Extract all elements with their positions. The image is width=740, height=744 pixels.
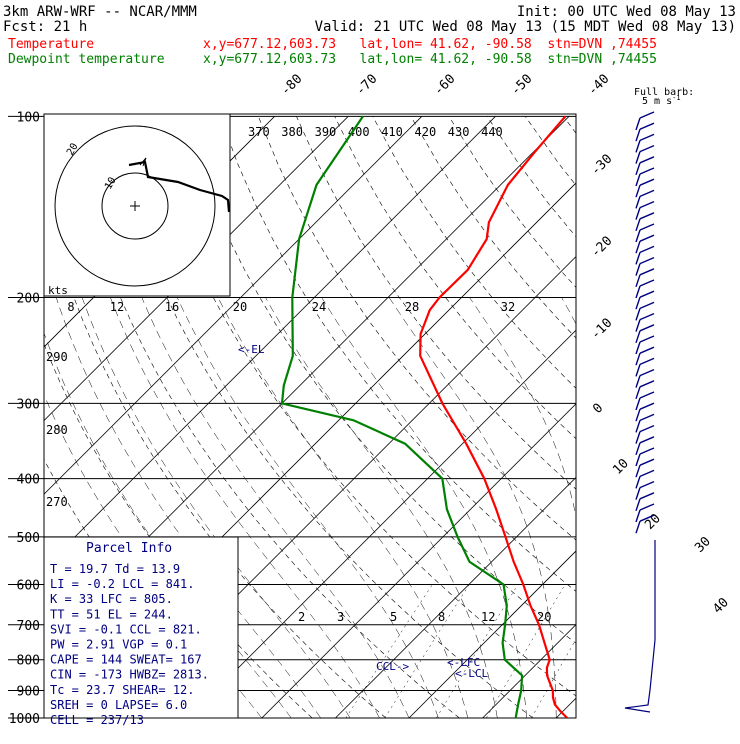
valid-time: Valid: 21 UTC Wed 08 May 13 (15 MDT Wed … xyxy=(315,19,736,35)
parcel-info-row: Tc = 23.7 SHEAR= 12. xyxy=(50,683,195,697)
pressure-tick-label: 100 xyxy=(17,110,40,125)
parcel-info-row: K = 33 LFC = 805. xyxy=(50,592,173,606)
pressure-tick-label: 700 xyxy=(17,619,40,634)
ccl-marker: CCL-> xyxy=(376,660,409,673)
theta-tick-label: 430 xyxy=(448,125,470,139)
pressure-tick-label: 300 xyxy=(17,397,40,412)
hodograph-box xyxy=(44,114,230,296)
pressure-tick-label: 200 xyxy=(17,291,40,306)
mixing-ratio-label: 3 xyxy=(337,610,344,624)
parcel-info-rows: T = 19.7 Td = 13.9LI = -0.2 LCL = 841.K … xyxy=(50,562,209,727)
legend-dewpoint-location: x,y=677.12,603.73 lat,lon= 41.62, -90.58… xyxy=(203,52,657,67)
theta-tick-label: 380 xyxy=(281,125,303,139)
pressure-tick-label: 500 xyxy=(17,531,40,546)
theta-tick-label: 370 xyxy=(248,125,270,139)
model-title: 3km ARW-WRF -- NCAR/MMM xyxy=(3,4,197,20)
speed-scale-label: 16 xyxy=(165,300,179,314)
theta-tick-label: 420 xyxy=(415,125,437,139)
mixing-ratio-label: 8 xyxy=(438,610,445,624)
speed-scale-label: 20 xyxy=(233,300,247,314)
lcl-marker: <-LCL xyxy=(455,667,488,680)
parcel-info-row: CAPE = 144 SWEAT= 167 xyxy=(50,653,202,667)
pressure-tick-label: 600 xyxy=(17,579,40,594)
parcel-info-row: TT = 51 EL = 244. xyxy=(50,607,173,621)
parcel-info-row: SVI = -0.1 CCL = 821. xyxy=(50,622,202,636)
hodograph-unit: kts xyxy=(48,284,68,297)
theta-tick-label: 440 xyxy=(481,125,503,139)
pressure-tick-label: 900 xyxy=(17,684,40,699)
legend-dewpoint: Dewpoint temperature xyxy=(8,52,165,67)
speed-scale-label: 12 xyxy=(110,300,124,314)
parcel-info-row: SREH = 0 LAPSE= 6.0 xyxy=(50,698,187,712)
speed-scale-label: 28 xyxy=(405,300,419,314)
speed-scale-label: 32 xyxy=(501,300,515,314)
mixing-ratio-label: 12 xyxy=(481,610,495,624)
legend-temperature-location: x,y=677.12,603.73 lat,lon= 41.62, -90.58… xyxy=(203,37,657,52)
thetae-label: 290 xyxy=(46,350,68,364)
thetae-label: 270 xyxy=(46,495,68,509)
parcel-info-row: PW = 2.91 VGP = 0.1 xyxy=(50,638,187,652)
parcel-info-row: T = 19.7 Td = 13.9 xyxy=(50,562,180,576)
pressure-tick-label: 1000 xyxy=(9,712,40,727)
init-time: Init: 00 UTC Wed 08 May 13 xyxy=(517,4,736,20)
forecast-hour: Fcst: 21 h xyxy=(3,19,87,35)
theta-tick-label: 410 xyxy=(381,125,403,139)
speed-scale-label: 24 xyxy=(312,300,326,314)
speed-scale-label: 8 xyxy=(67,300,74,314)
thetae-label: 280 xyxy=(46,423,68,437)
parcel-info-title: Parcel Info xyxy=(86,541,172,556)
mixing-ratio-label: 20 xyxy=(537,610,551,624)
el-marker: <-EL xyxy=(238,343,265,356)
theta-tick-label: 390 xyxy=(315,125,337,139)
parcel-info-row: LI = -0.2 LCL = 841. xyxy=(50,577,195,591)
parcel-info-row: CIN = -173 HWBZ= 2813. xyxy=(50,668,209,682)
pressure-tick-label: 800 xyxy=(17,654,40,669)
legend-temperature: Temperature xyxy=(8,37,94,52)
mixing-ratio-label: 5 xyxy=(390,610,397,624)
pressure-tick-label: 400 xyxy=(17,473,40,488)
parcel-info-row: CELL = 237/13 xyxy=(50,713,144,727)
mixing-ratio-label: 2 xyxy=(298,610,305,624)
